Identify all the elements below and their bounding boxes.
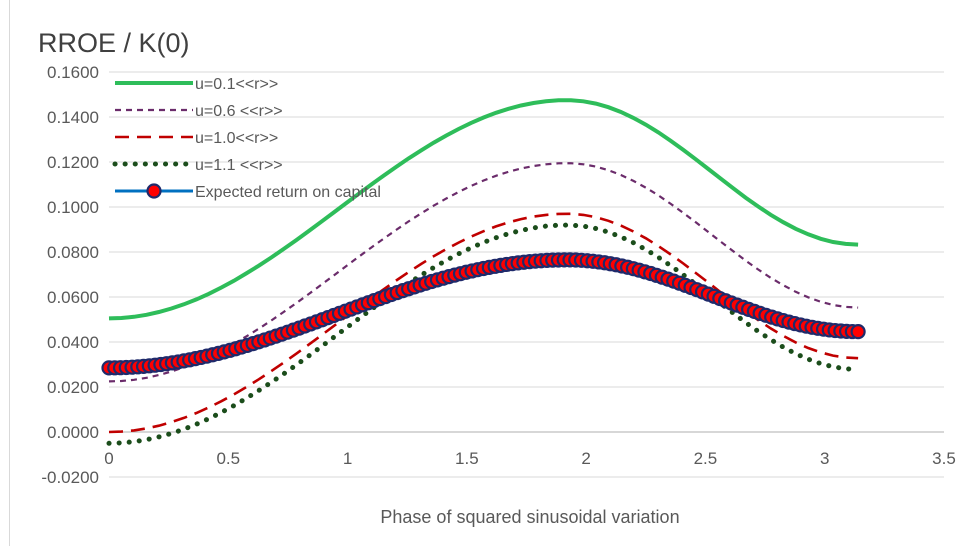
series-line-3 xyxy=(108,212,859,434)
y-tick-label: 0.1000 xyxy=(47,198,99,217)
y-tick-label: -0.0200 xyxy=(41,468,99,487)
legend: u=0.1<<r>> u=0.6 <<r>> u=1.0<<r>> u=1.1 <<r… xyxy=(112,76,381,201)
y-tick-label: 0.0000 xyxy=(47,423,99,442)
series-line-2 xyxy=(108,162,859,383)
x-tick-label: 3 xyxy=(820,449,829,468)
legend-label-3: u=1.0<<r>> xyxy=(195,130,278,147)
chart-frame: RROE / K(0) -0.0200 0.0000 0.0200 0.0400 0.0… xyxy=(9,0,965,546)
y-tick-label: 0.0800 xyxy=(47,243,99,262)
x-tick-label: 2 xyxy=(581,449,590,468)
y-tick-label: 0.1200 xyxy=(47,153,99,172)
series-line-1 xyxy=(108,98,859,321)
y-tick-label: 0.1400 xyxy=(47,108,99,127)
legend-label-4: u=1.1 <<r>> xyxy=(195,157,283,174)
y-tick-label: 0.1600 xyxy=(47,63,99,82)
x-tick-label: 0.5 xyxy=(216,449,240,468)
x-tick-label: 0 xyxy=(104,449,113,468)
axes: -0.0200 0.0000 0.0200 0.0400 0.0600 0.0800 0.1… xyxy=(41,63,955,487)
x-tick-label: 1.5 xyxy=(455,449,479,468)
line-chart: RROE / K(0) -0.0200 0.0000 0.0200 0.0400 0.0… xyxy=(38,28,956,527)
legend-label-2: u=0.6 <<r>> xyxy=(195,103,283,120)
x-tick-label: 3.5 xyxy=(932,449,956,468)
y-tick-label: 0.0400 xyxy=(47,333,99,352)
series-line-4 xyxy=(106,222,861,446)
legend-label-5: Expected return on capital xyxy=(195,184,381,201)
legend-label-1: u=0.1<<r>> xyxy=(195,76,278,93)
y-tick-label: 0.0200 xyxy=(47,378,99,397)
series-group xyxy=(101,98,866,446)
x-axis-label: Phase of squared sinusoidal variation xyxy=(380,507,679,527)
legend-marker xyxy=(146,183,162,199)
data-point xyxy=(850,324,866,340)
x-tick-label: 2.5 xyxy=(694,449,718,468)
chart-title: RROE / K(0) xyxy=(38,28,190,58)
x-tick-label: 1 xyxy=(343,449,352,468)
y-tick-label: 0.0600 xyxy=(47,288,99,307)
